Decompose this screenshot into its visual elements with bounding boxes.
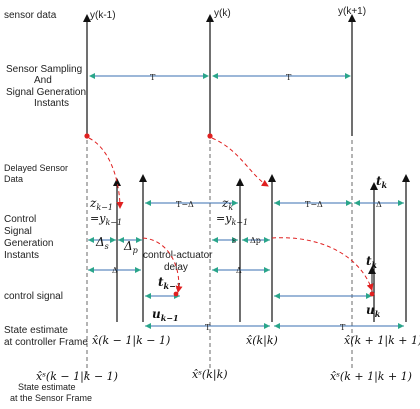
t-k-lower: tk [366, 254, 378, 270]
t-minus-delta-1: T−Δ [176, 200, 194, 209]
z-km1: zk−1 [89, 196, 113, 212]
label-state-ctrl-2: at controller Frame [4, 337, 88, 348]
label-control-2: Signal [4, 226, 32, 237]
eq-y-k: =yk−1 [216, 212, 248, 227]
sample-label-y-k: y(k) [214, 8, 231, 19]
label-control-1: Control [4, 214, 36, 225]
delta-s-label: Δs [95, 235, 109, 251]
u-km1: uk−1 [152, 307, 179, 323]
sample-point-k [207, 133, 213, 139]
label-control-3: Generation [4, 238, 53, 249]
sample-point-k-1 [84, 133, 90, 139]
sample-label-y-kp1: y(k+1) [338, 6, 366, 17]
label-state-sensor-1: State estimate [18, 382, 76, 392]
xs-k: x̂ˢ(k|k) [192, 368, 228, 382]
t-minus-delta-2: T−Δ [305, 200, 323, 209]
xhat-k: x̂(k|k) [246, 334, 278, 348]
label-state-sensor-2: at the Sensor Frame [10, 393, 92, 403]
delta-p-label: Δp [123, 239, 138, 255]
t-km1: tk−1 [158, 275, 181, 291]
t-k-top: tk [376, 174, 388, 190]
state-T-1: T [205, 323, 211, 332]
u-k: uk [366, 303, 381, 319]
eq-y-km1: =yk−1 [90, 212, 122, 227]
dp-small: Δp [250, 236, 261, 245]
sampling-T-2: T [286, 73, 292, 82]
label-control-4: Instants [4, 250, 39, 261]
delta-right: Δ [376, 200, 382, 209]
ca-delay-1: control-actuator [143, 250, 213, 261]
delay-arrow-sensor-k [211, 137, 269, 187]
delta-lower-left: Δ [112, 266, 118, 275]
label-state-ctrl-1: State estimate [4, 325, 68, 336]
label-sampling-3: Signal Generation [6, 87, 86, 98]
z-k: zk [221, 196, 233, 212]
actuation-point-k [369, 291, 375, 297]
delay-arrow-actuator-k-1 [142, 237, 183, 293]
label-delayed-1: Delayed Sensor [4, 163, 68, 173]
delay-arrow-sensor-k-1 [88, 137, 124, 209]
s-small: s [232, 236, 236, 245]
sampling-T-1: T [150, 73, 156, 82]
actuation-point-k-1 [173, 291, 179, 297]
xs-kp1: x̂ˢ(k + 1|k + 1) [330, 370, 412, 384]
delay-arrow-actuator-k [271, 237, 374, 291]
sample-label-y-km1: y(k-1) [90, 10, 116, 21]
state-T-2: T [340, 323, 346, 332]
label-sampling-1: Sensor Sampling [6, 64, 82, 75]
xs-km1: x̂ˢ(k − 1|k − 1) [36, 370, 118, 384]
ca-delay-2: delay [164, 262, 188, 273]
xhat-km1: x̂(k − 1|k − 1) [92, 334, 170, 348]
label-control-signal: control signal [4, 291, 63, 302]
label-delayed-2: Data [4, 174, 23, 184]
delta-lower-mid: Δ [236, 266, 242, 275]
label-sensor-data: sensor data [4, 10, 57, 21]
label-sampling-2: And [34, 75, 52, 86]
xhat-kp1: x̂(k + 1|k + 1) [344, 334, 420, 348]
label-sampling-4: Instants [34, 98, 69, 109]
